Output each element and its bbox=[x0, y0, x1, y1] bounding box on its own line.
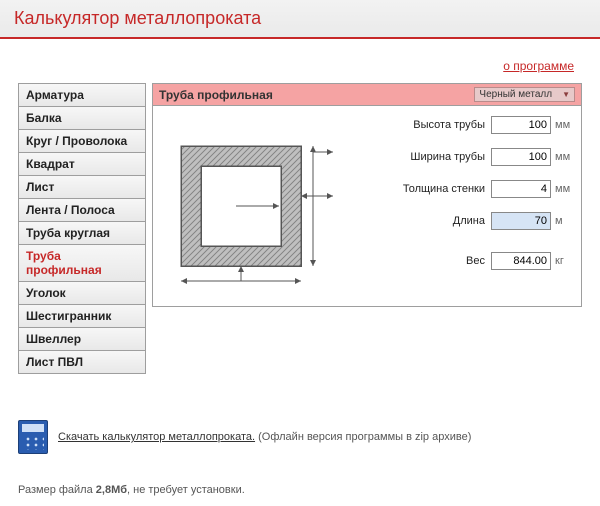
sidebar-item[interactable]: Арматура bbox=[19, 84, 145, 107]
chevron-down-icon: ▼ bbox=[562, 90, 570, 99]
profile-diagram bbox=[161, 116, 341, 296]
row-length: Длина м bbox=[349, 212, 573, 230]
profile-header: Труба профильная Черный металл ▼ bbox=[153, 84, 581, 106]
unit-height: мм bbox=[555, 119, 573, 131]
label-wall: Толщина стенки bbox=[403, 183, 485, 195]
sidebar-item[interactable]: Уголок bbox=[19, 282, 145, 305]
sidebar-item[interactable]: Балка bbox=[19, 107, 145, 130]
unit-weight: кг bbox=[555, 255, 573, 267]
footer-note: Размер файла 2,8Мб, не требует установки… bbox=[0, 464, 600, 506]
input-wall[interactable] bbox=[491, 180, 551, 198]
sidebar-item[interactable]: Лист bbox=[19, 176, 145, 199]
calculator-panel: АрматураБалкаКруг / ПроволокаКвадратЛист… bbox=[18, 83, 582, 374]
calculator-icon bbox=[18, 420, 48, 454]
about-row: о программе bbox=[18, 53, 582, 83]
profile-body: Высота трубы мм Ширина трубы мм Толщина … bbox=[153, 106, 581, 306]
label-weight: Вес bbox=[466, 255, 485, 267]
label-length: Длина bbox=[453, 215, 485, 227]
unit-length: м bbox=[555, 215, 573, 227]
input-length[interactable] bbox=[491, 212, 551, 230]
metal-select-value: Черный металл bbox=[479, 89, 552, 100]
sidebar-item[interactable]: Круг / Проволока bbox=[19, 130, 145, 153]
download-text: Скачать калькулятор металлопроката. (Офл… bbox=[58, 431, 471, 443]
sidebar-item[interactable]: Лента / Полоса bbox=[19, 199, 145, 222]
row-wall: Толщина стенки мм bbox=[349, 180, 573, 198]
title-bar: Калькулятор металлопроката bbox=[0, 0, 600, 39]
sidebar-item[interactable]: Квадрат bbox=[19, 153, 145, 176]
unit-wall: мм bbox=[555, 183, 573, 195]
download-block: Скачать калькулятор металлопроката. (Офл… bbox=[18, 420, 582, 454]
profile-sidebar: АрматураБалкаКруг / ПроволокаКвадратЛист… bbox=[18, 83, 146, 374]
sidebar-item[interactable]: Шестигранник bbox=[19, 305, 145, 328]
output-weight bbox=[491, 252, 551, 270]
input-form: Высота трубы мм Ширина трубы мм Толщина … bbox=[341, 116, 573, 296]
profile-main: Труба профильная Черный металл ▼ bbox=[152, 83, 582, 307]
row-weight: Вес кг bbox=[349, 252, 573, 270]
profile-header-title: Труба профильная bbox=[159, 88, 273, 102]
app-window: Калькулятор металлопроката о программе А… bbox=[0, 0, 600, 506]
input-height[interactable] bbox=[491, 116, 551, 134]
sidebar-item[interactable]: Труба профильная bbox=[19, 245, 145, 282]
metal-select[interactable]: Черный металл ▼ bbox=[474, 87, 575, 102]
sidebar-item[interactable]: Швеллер bbox=[19, 328, 145, 351]
unit-width: мм bbox=[555, 151, 573, 163]
about-link[interactable]: о программе bbox=[503, 59, 574, 73]
page-title: Калькулятор металлопроката bbox=[14, 8, 586, 29]
input-width[interactable] bbox=[491, 148, 551, 166]
sidebar-item[interactable]: Лист ПВЛ bbox=[19, 351, 145, 373]
label-height: Высота трубы bbox=[413, 119, 485, 131]
row-width: Ширина трубы мм bbox=[349, 148, 573, 166]
footer-prefix: Размер файла bbox=[18, 484, 96, 496]
footer-suffix: , не требует установки. bbox=[127, 484, 245, 496]
sidebar-item[interactable]: Труба круглая bbox=[19, 222, 145, 245]
label-width: Ширина трубы bbox=[410, 151, 485, 163]
content-area: о программе АрматураБалкаКруг / Проволок… bbox=[0, 39, 600, 464]
footer-size: 2,8Мб bbox=[96, 484, 127, 496]
row-height: Высота трубы мм bbox=[349, 116, 573, 134]
download-note: (Офлайн версия программы в zip архиве) bbox=[258, 431, 471, 443]
download-link[interactable]: Скачать калькулятор металлопроката. bbox=[58, 431, 255, 443]
